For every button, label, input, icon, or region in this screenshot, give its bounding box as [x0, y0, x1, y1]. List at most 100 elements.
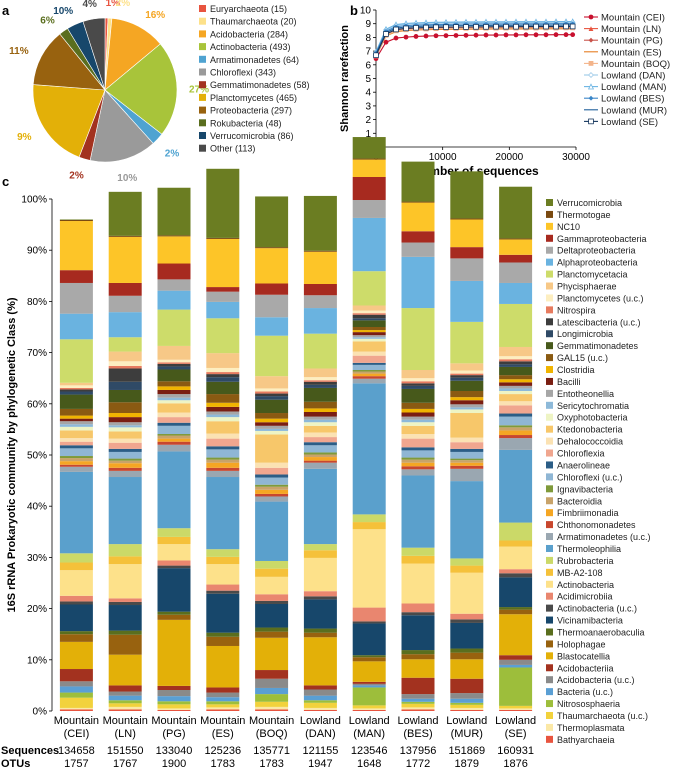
bar-segment-nitrososphaeria — [255, 694, 289, 702]
bar-segment-longimicrobia — [450, 377, 484, 381]
class-legend-swatch-actinobacteria-u-c — [546, 604, 553, 612]
bar-segment-bacteroidia — [108, 460, 142, 464]
bar-segment-phycisphaerae — [255, 376, 289, 389]
data-point-lowland-bes — [483, 21, 489, 27]
bar-segment-bacteria-u-c — [206, 697, 240, 702]
bar-segment-planctomycetacia — [206, 318, 240, 354]
bar-segment-longimicrobia — [157, 366, 191, 370]
data-point-mountain-cei — [383, 39, 389, 45]
bar-segment-thermoplasmata — [499, 708, 533, 710]
bar-segment-fimbriimonadia — [108, 463, 142, 468]
bar-segment-anaerolineae — [59, 445, 93, 449]
pie-slice-other — [82, 17, 106, 91]
bar-segment-chthonomonadetes — [499, 435, 533, 439]
class-legend-swatch-actinobacteria — [546, 580, 553, 588]
bar-segment-latescibacteria-u-c — [108, 368, 142, 382]
bar-segment-thermotogae — [59, 219, 93, 222]
bar-segment-blastocatellia — [255, 637, 289, 671]
bar-segment-gammaproteobacteria — [303, 283, 337, 296]
bar-segment-armatimonadetes-u-c — [303, 462, 337, 469]
bar-segment-thermoanaerobaculia — [59, 631, 93, 635]
bar-segment-longimicrobia — [108, 381, 142, 390]
x-tick-label: 20000 — [495, 152, 523, 163]
bar-segment-chloroflexia — [352, 355, 386, 363]
class-legend-label-vicinamibacteria: Vicinamibacteria — [557, 616, 623, 626]
bar-segment-chloroflexia — [59, 441, 93, 446]
bar-segment-thermoplasmata — [59, 707, 93, 710]
bar-segment-thermoplasmata — [108, 706, 142, 710]
bar-segment-thermoleophilia — [108, 477, 142, 545]
bar-segment-thaumarchaeota-u-c — [206, 704, 240, 708]
bar-segment-fimbriimonadia — [401, 462, 435, 467]
bar-segment-bathyarchaeia — [352, 709, 386, 711]
class-legend-swatch-planctomycetacia — [546, 270, 553, 278]
class-legend-swatch-dehalococcoidia — [546, 437, 553, 445]
class-legend-label-nitrososphaeria: Nitrososphaeria — [557, 699, 620, 709]
class-legend-label-acidobacteriia: Acidobacteriia — [557, 663, 614, 673]
bar-segment-rubrobacteria — [352, 514, 386, 523]
x-tick-label: (BES) — [403, 728, 432, 740]
bar-segment-ktedonobacteria — [401, 425, 435, 435]
bar-segment-acidimicrobiia — [59, 595, 93, 602]
bar-segment-anaerolineae — [352, 362, 386, 365]
class-legend-swatch-holophagae — [546, 640, 553, 648]
data-point-lowland-se — [393, 26, 399, 33]
bar-segment-nitrospira — [108, 365, 142, 369]
bar-segment-nitrospira — [499, 359, 533, 362]
bar-segment-actinobacteria — [255, 576, 289, 595]
bar-segment-actinobacteria-u-c — [303, 596, 337, 600]
data-point-lowland-se — [463, 24, 469, 30]
sequences-value: 151550 — [107, 745, 144, 757]
bar-segment-anaerolineae — [450, 448, 484, 452]
bar-segment-thermoleophilia — [401, 475, 435, 548]
class-legend-swatch-longimicrobia — [546, 330, 553, 338]
bar-segment-blastocatellia — [450, 659, 484, 679]
bar-segment-longimicrobia — [499, 364, 533, 367]
bar-segment-bacilli — [303, 411, 337, 417]
bar-segment-alphaproteobacteria — [59, 313, 93, 340]
bar-segment-verrucomicrobia — [108, 191, 142, 236]
data-point-lowland-se — [473, 24, 479, 30]
bar-segment-bacteroidia — [303, 454, 337, 458]
bar-segment-actinobacteria-u-c — [59, 601, 93, 605]
bar-segment-bathyarchaeia — [303, 709, 337, 711]
bar-segment-latescibacteria-u-c — [352, 314, 386, 319]
bar-segment-gal15-u-c — [59, 408, 93, 416]
bar-segment-rubrobacteria — [303, 544, 337, 551]
bar-segment-planctomycetes-u-c — [157, 359, 191, 363]
bar-segment-bathyarchaeia — [206, 709, 240, 711]
class-legend-swatch-nitrospira — [546, 306, 553, 314]
pie-slice-proteobacteria — [32, 33, 106, 91]
bar-segment-deltaproteobacteria — [108, 295, 142, 313]
bar-segment-oxyphotobacteria — [157, 400, 191, 404]
bar-segment-latescibacteria-u-c — [157, 363, 191, 367]
bar-segment-oxyphotobacteria — [255, 430, 289, 435]
bar-segment-verrucomicrobia — [59, 219, 93, 220]
pie-percent-label: 9% — [17, 132, 32, 143]
bar-segment-deltaproteobacteria — [206, 291, 240, 302]
bar-segment-armatimonadetes-u-c — [157, 444, 191, 452]
bar-segment-chloroflexia — [499, 405, 533, 414]
bar-segment-armatimonadetes-u-c — [59, 466, 93, 472]
data-point-mountain-cei — [443, 33, 449, 39]
x-tick-label: Mountain — [54, 715, 99, 727]
bar-segment-acidimicrobiia — [255, 594, 289, 601]
pie-legend-label-verrucomicrobia: Verrucomicrobia (86) — [210, 131, 294, 141]
bar-segment-actinobacteria — [157, 544, 191, 561]
bar-segment-vicinamibacteria — [450, 622, 484, 649]
pie-percent-label: 2% — [116, 0, 131, 9]
bar-segment-mb-a2-108 — [401, 555, 435, 564]
bar-segment-chloroflexi-u-c — [303, 445, 337, 453]
data-point-mountain-cei — [423, 33, 429, 39]
bar-segment-gemmatimonadetes — [255, 399, 289, 414]
data-point-lowland-se — [569, 23, 576, 30]
bar-segment-armatimonadetes-u-c — [352, 378, 386, 384]
y-tick-label: 90% — [27, 246, 47, 257]
bar-segment-nc10 — [108, 236, 142, 283]
class-legend-swatch-latescibacteria-u-c — [546, 318, 553, 326]
rarefaction-legend: Mountain (CEI)Mountain (LN)Mountain (PG)… — [584, 13, 670, 128]
bar-segment-acidimicrobiia — [499, 569, 533, 574]
bar-segment-chloroflexia — [157, 417, 191, 423]
bar-segment-holophagae — [401, 654, 435, 660]
bar-segment-bacteria-u-c — [401, 698, 435, 702]
